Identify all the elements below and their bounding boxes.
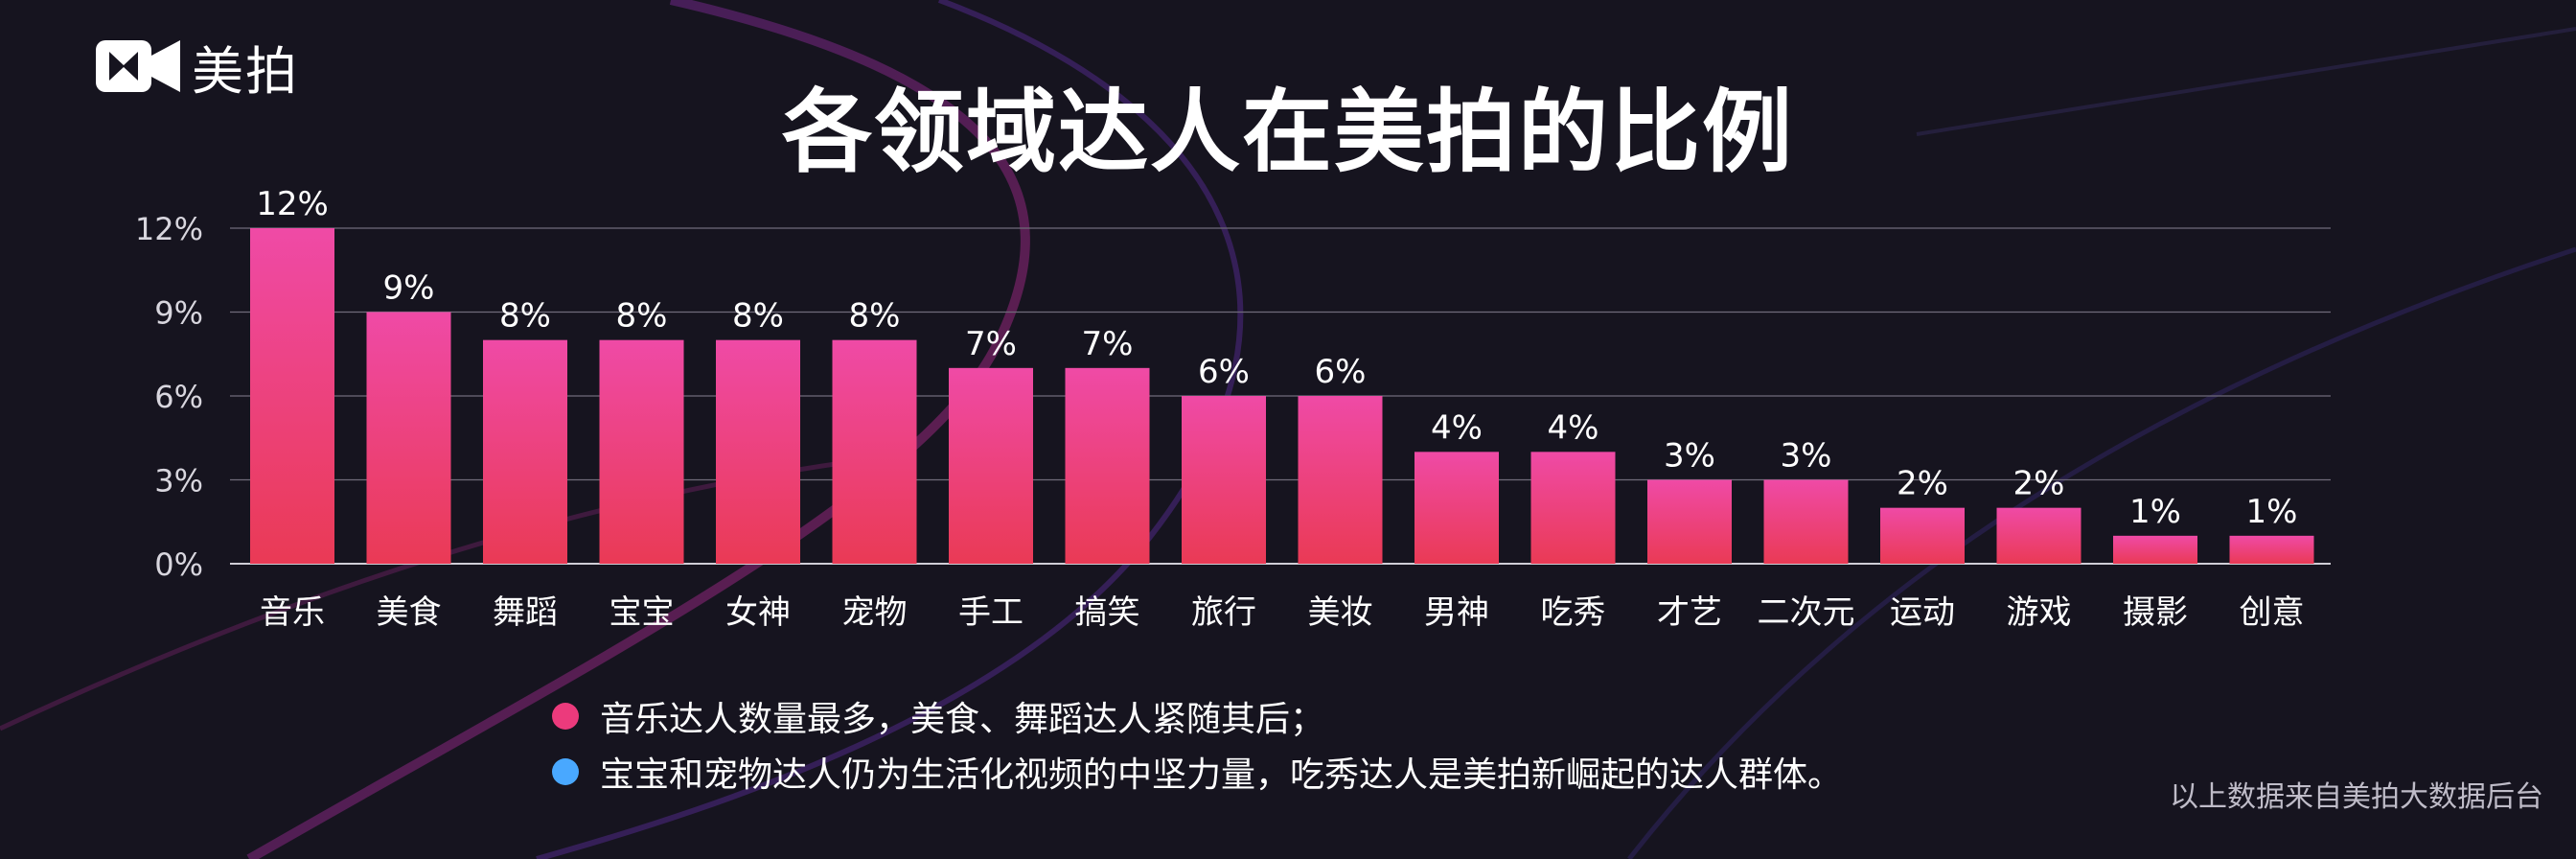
bar — [483, 339, 567, 564]
data-label: 6% — [1198, 353, 1250, 391]
data-label: 3% — [1664, 437, 1715, 476]
data-label: 8% — [499, 297, 551, 336]
bar — [1065, 367, 1150, 564]
data-label: 2% — [1897, 465, 1948, 503]
x-tick-label: 美妆 — [1308, 593, 1373, 632]
bar — [1530, 452, 1616, 564]
x-tick-label: 搞笑 — [1075, 593, 1140, 632]
x-tick-label: 二次元 — [1758, 593, 1855, 632]
note-bullet-pink — [552, 703, 579, 730]
bar — [1647, 479, 1732, 564]
note-item: 宝宝和宠物达人仍为生活化视频的中坚力量，吃秀达人是美拍新崛起的达人群体。 — [552, 744, 1842, 800]
x-tick-label: 宝宝 — [610, 593, 675, 632]
bar — [1880, 507, 1965, 564]
x-tick-label: 男神 — [1424, 593, 1489, 632]
notes-list: 音乐达人数量最多，美食、舞蹈达人紧随其后； 宝宝和宠物达人仍为生活化视频的中坚力… — [552, 688, 1842, 800]
x-tick-label: 摄影 — [2123, 593, 2188, 632]
bar — [250, 228, 334, 564]
data-label: 8% — [732, 297, 784, 336]
meipai-camera-icon — [96, 40, 180, 92]
note-text: 音乐达人数量最多，美食、舞蹈达人紧随其后； — [600, 700, 1325, 739]
bar — [2113, 535, 2197, 564]
bar — [599, 339, 684, 564]
bar — [1182, 396, 1266, 564]
bar — [366, 312, 451, 564]
y-tick-label: 3% — [154, 463, 203, 499]
data-label: 4% — [1431, 408, 1483, 447]
bar — [1763, 479, 1849, 564]
y-tick-label: 9% — [154, 295, 203, 332]
y-tick-label: 6% — [154, 379, 203, 415]
data-label: 7% — [1082, 325, 1134, 363]
y-tick-label: 12% — [135, 211, 203, 247]
data-label: 8% — [849, 297, 901, 336]
bar — [1298, 396, 1383, 564]
bar — [716, 339, 800, 564]
bar — [1996, 507, 2082, 564]
data-label: 6% — [1315, 353, 1367, 391]
data-label: 4% — [1548, 408, 1599, 447]
data-source-note: 以上数据来自美拍大数据后台 — [2170, 780, 2543, 814]
y-tick-label: 0% — [154, 546, 203, 583]
page-title: 各领域达人在美拍的比例 — [781, 81, 1794, 185]
x-tick-label: 运动 — [1890, 593, 1955, 632]
data-label: 7% — [965, 325, 1017, 363]
logo-text: 美拍 — [192, 40, 299, 102]
note-text: 宝宝和宠物达人仍为生活化视频的中坚力量，吃秀达人是美拍新崛起的达人群体。 — [600, 755, 1843, 795]
meipai-logo: 美拍 — [94, 36, 299, 102]
data-label: 2% — [2013, 465, 2065, 503]
x-tick-label: 手工 — [958, 593, 1024, 632]
bar — [832, 339, 917, 564]
x-tick-label: 游戏 — [2007, 593, 2072, 632]
x-tick-label: 音乐 — [260, 593, 325, 632]
x-tick-label: 宠物 — [842, 593, 908, 632]
bar — [949, 367, 1033, 564]
note-item: 音乐达人数量最多，美食、舞蹈达人紧随其后； — [552, 688, 1842, 744]
data-label: 9% — [383, 269, 435, 308]
data-label: 1% — [2129, 493, 2181, 531]
x-tick-label: 美食 — [377, 593, 442, 632]
bar — [1414, 452, 1499, 564]
x-tick-label: 舞蹈 — [493, 593, 558, 632]
x-tick-label: 女神 — [725, 593, 791, 632]
data-label: 8% — [616, 297, 668, 336]
note-bullet-blue — [552, 758, 579, 785]
bar — [2229, 535, 2314, 564]
data-label: 3% — [1781, 437, 1832, 476]
data-label: 12% — [256, 185, 329, 223]
x-tick-label: 创意 — [2240, 593, 2305, 632]
x-tick-label: 才艺 — [1657, 593, 1722, 632]
x-tick-label: 吃秀 — [1541, 593, 1606, 632]
x-tick-label: 旅行 — [1191, 593, 1256, 632]
data-label: 1% — [2246, 493, 2298, 531]
